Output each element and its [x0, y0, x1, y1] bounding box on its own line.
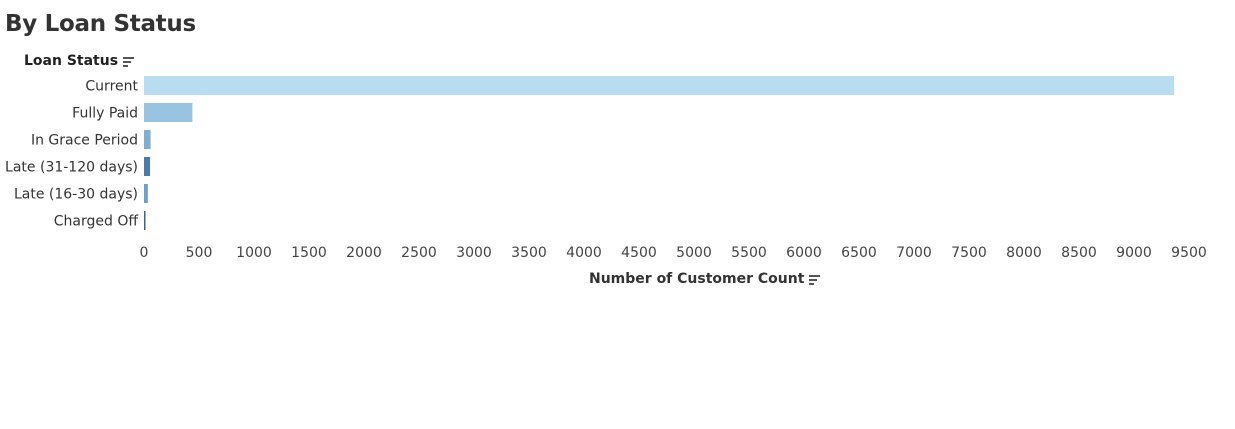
x-tick-label: 9500	[1171, 245, 1207, 261]
x-tick-label: 3500	[511, 245, 547, 261]
x-tick-label: 0	[140, 245, 149, 261]
x-tick-label: 5500	[731, 245, 767, 261]
x-tick-label: 4000	[566, 245, 602, 261]
x-tick-label: 1000	[236, 245, 272, 261]
category-label: In Grace Period	[31, 133, 138, 149]
category-label: Charged Off	[54, 214, 139, 230]
category-label: Late (31-120 days)	[5, 160, 138, 176]
category-label: Fully Paid	[72, 106, 138, 122]
bar[interactable]	[144, 130, 151, 149]
loan-status-header[interactable]: Loan Status	[24, 53, 135, 69]
bar[interactable]	[144, 211, 146, 230]
x-axis-title[interactable]: Number of Customer Count	[589, 271, 821, 287]
tick-labels-group: 0 500 1000 1500 2000 2500 3000 3500 4000 4500 5000…	[140, 245, 1207, 261]
x-tick-label: 3000	[456, 245, 492, 261]
sort-icon[interactable]	[809, 274, 821, 285]
loan-status-header-label: Loan Status	[24, 53, 119, 69]
x-axis-title-label: Number of Customer Count	[589, 271, 805, 287]
category-labels-group: Current Fully Paid In Grace Period Late (31…	[5, 79, 138, 230]
x-tick-label: 7500	[951, 245, 987, 261]
x-tick-label: 7000	[896, 245, 932, 261]
category-label: Late (16-30 days)	[14, 187, 138, 203]
x-tick-label: 8000	[1006, 245, 1042, 261]
x-tick-label: 4500	[621, 245, 657, 261]
x-tick-label: 8500	[1061, 245, 1097, 261]
bar[interactable]	[144, 76, 1175, 95]
x-tick-label: 5000	[676, 245, 712, 261]
category-label: Current	[85, 79, 138, 95]
bar[interactable]	[144, 157, 151, 176]
bar[interactable]	[144, 103, 193, 122]
x-tick-label: 6000	[786, 245, 822, 261]
bars-group	[144, 76, 1175, 230]
x-tick-label: 2000	[346, 245, 382, 261]
x-tick-label: 2500	[401, 245, 437, 261]
x-tick-label: 500	[186, 245, 213, 261]
x-tick-label: 6500	[841, 245, 877, 261]
chart-title: By Loan Status	[5, 11, 196, 37]
sort-icon[interactable]	[123, 56, 135, 67]
x-tick-label: 1500	[291, 245, 327, 261]
bar[interactable]	[144, 184, 148, 203]
x-tick-label: 9000	[1116, 245, 1152, 261]
